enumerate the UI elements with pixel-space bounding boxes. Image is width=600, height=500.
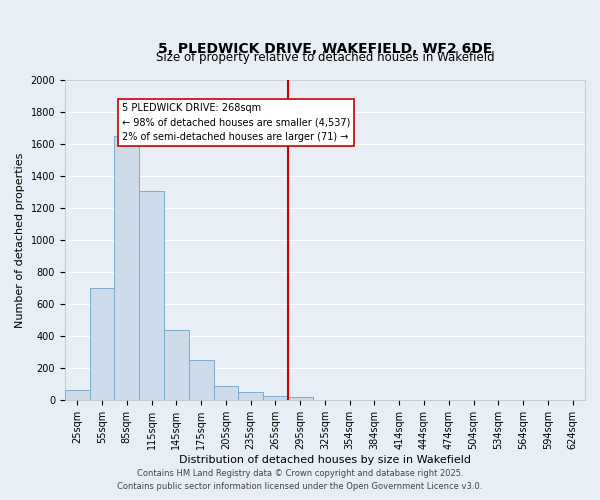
Bar bbox=[164, 330, 189, 400]
Text: 5 PLEDWICK DRIVE: 268sqm
← 98% of detached houses are smaller (4,537)
2% of semi: 5 PLEDWICK DRIVE: 268sqm ← 98% of detach… bbox=[122, 103, 350, 142]
Bar bbox=[263, 396, 288, 400]
Bar bbox=[65, 390, 89, 400]
Bar bbox=[115, 136, 139, 400]
X-axis label: Distribution of detached houses by size in Wakefield: Distribution of detached houses by size … bbox=[179, 455, 471, 465]
Bar bbox=[139, 191, 164, 400]
Bar bbox=[238, 392, 263, 400]
Bar bbox=[288, 397, 313, 400]
Bar bbox=[189, 360, 214, 401]
Y-axis label: Number of detached properties: Number of detached properties bbox=[15, 152, 25, 328]
Text: 5, PLEDWICK DRIVE, WAKEFIELD, WF2 6DE: 5, PLEDWICK DRIVE, WAKEFIELD, WF2 6DE bbox=[158, 42, 492, 56]
Bar bbox=[214, 386, 238, 400]
Title: Size of property relative to detached houses in Wakefield: Size of property relative to detached ho… bbox=[155, 51, 494, 64]
Text: Contains HM Land Registry data © Crown copyright and database right 2025.
Contai: Contains HM Land Registry data © Crown c… bbox=[118, 470, 482, 491]
Bar bbox=[89, 288, 115, 401]
